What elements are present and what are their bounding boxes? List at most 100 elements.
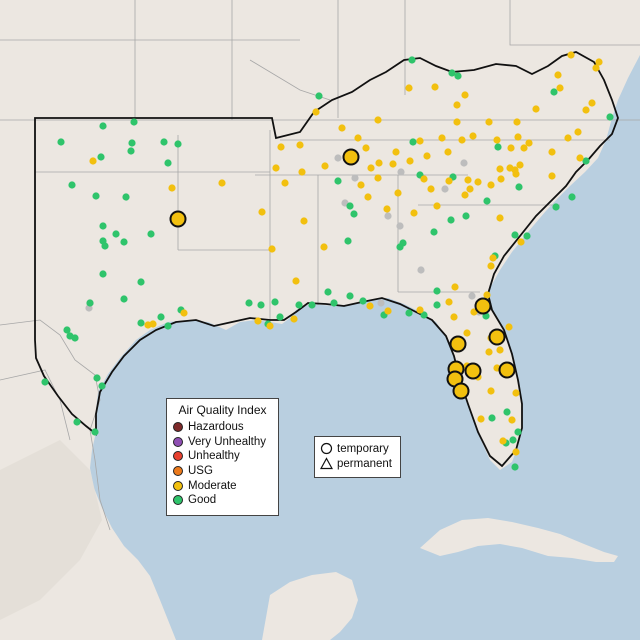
site-marker-good[interactable]: [606, 113, 614, 121]
site-marker-good[interactable]: [359, 297, 367, 305]
site-marker-good[interactable]: [63, 326, 71, 334]
site-marker-moderate[interactable]: [258, 208, 266, 216]
site-marker-good[interactable]: [174, 140, 182, 148]
site-marker-no-data[interactable]: [384, 212, 392, 220]
site-marker-moderate[interactable]: [461, 191, 469, 199]
site-marker-moderate[interactable]: [505, 323, 513, 331]
site-marker-moderate[interactable]: [496, 165, 504, 173]
site-marker-good[interactable]: [147, 230, 155, 238]
site-marker-moderate[interactable]: [320, 243, 328, 251]
site-marker-good[interactable]: [41, 378, 49, 386]
site-marker-moderate[interactable]: [433, 202, 441, 210]
site-marker-moderate[interactable]: [389, 160, 397, 168]
site-marker-moderate[interactable]: [499, 437, 507, 445]
site-marker-moderate[interactable]: [464, 176, 472, 184]
site-marker-good[interactable]: [137, 319, 145, 327]
site-marker-good[interactable]: [73, 418, 81, 426]
site-marker-no-data[interactable]: [351, 174, 359, 182]
site-marker-good[interactable]: [130, 118, 138, 126]
site-marker-no-data[interactable]: [441, 185, 449, 193]
site-marker-moderate[interactable]: [458, 136, 466, 144]
site-marker-good[interactable]: [120, 238, 128, 246]
site-marker-good[interactable]: [324, 288, 332, 296]
site-marker-moderate[interactable]: [512, 170, 520, 178]
site-marker-moderate[interactable]: [427, 185, 435, 193]
site-marker-moderate-large[interactable]: [169, 210, 187, 228]
site-marker-good[interactable]: [91, 428, 99, 436]
site-marker-no-data[interactable]: [334, 154, 342, 162]
site-marker-moderate[interactable]: [405, 84, 413, 92]
site-marker-moderate[interactable]: [300, 217, 308, 225]
site-marker-good[interactable]: [160, 138, 168, 146]
site-marker-moderate[interactable]: [438, 134, 446, 142]
site-marker-good[interactable]: [409, 138, 417, 146]
site-marker-good[interactable]: [137, 278, 145, 286]
site-marker-moderate[interactable]: [364, 193, 372, 201]
site-marker-moderate[interactable]: [453, 118, 461, 126]
site-marker-good[interactable]: [582, 157, 590, 165]
site-marker-good[interactable]: [330, 299, 338, 307]
site-marker-moderate[interactable]: [312, 108, 320, 116]
site-marker-moderate[interactable]: [420, 175, 428, 183]
site-marker-good[interactable]: [92, 192, 100, 200]
site-marker-moderate[interactable]: [416, 306, 424, 314]
site-marker-moderate-large[interactable]: [449, 335, 467, 353]
site-marker-good[interactable]: [396, 243, 404, 251]
site-marker-moderate[interactable]: [383, 205, 391, 213]
site-marker-moderate[interactable]: [477, 415, 485, 423]
site-marker-moderate[interactable]: [564, 134, 572, 142]
site-marker-moderate[interactable]: [281, 179, 289, 187]
site-marker-moderate[interactable]: [485, 118, 493, 126]
site-marker-good[interactable]: [68, 181, 76, 189]
site-marker-good[interactable]: [344, 237, 352, 245]
site-marker-good[interactable]: [99, 222, 107, 230]
site-marker-good[interactable]: [420, 311, 428, 319]
site-marker-moderate-large[interactable]: [452, 382, 470, 400]
site-marker-moderate[interactable]: [507, 144, 515, 152]
site-marker-no-data[interactable]: [417, 266, 425, 274]
site-marker-good[interactable]: [433, 301, 441, 309]
site-marker-moderate[interactable]: [548, 172, 556, 180]
site-marker-moderate[interactable]: [296, 141, 304, 149]
site-marker-moderate-large[interactable]: [474, 297, 492, 315]
site-marker-good[interactable]: [511, 463, 519, 471]
site-marker-moderate[interactable]: [592, 64, 600, 72]
site-marker-moderate[interactable]: [466, 185, 474, 193]
site-marker-moderate[interactable]: [362, 144, 370, 152]
site-marker-good[interactable]: [514, 428, 522, 436]
site-marker-moderate[interactable]: [374, 174, 382, 182]
site-marker-moderate[interactable]: [517, 238, 525, 246]
site-marker-no-data[interactable]: [460, 159, 468, 167]
site-marker-moderate[interactable]: [487, 181, 495, 189]
site-marker-moderate[interactable]: [266, 322, 274, 330]
site-marker-moderate[interactable]: [367, 164, 375, 172]
site-marker-moderate[interactable]: [485, 348, 493, 356]
site-marker-moderate[interactable]: [321, 162, 329, 170]
site-marker-moderate-large[interactable]: [488, 328, 506, 346]
site-marker-moderate[interactable]: [496, 214, 504, 222]
site-marker-no-data[interactable]: [468, 292, 476, 300]
site-marker-moderate[interactable]: [469, 132, 477, 140]
site-marker-good[interactable]: [430, 228, 438, 236]
site-marker-moderate[interactable]: [532, 105, 540, 113]
site-marker-moderate[interactable]: [254, 317, 262, 325]
site-marker-moderate[interactable]: [354, 134, 362, 142]
site-marker-good[interactable]: [164, 159, 172, 167]
site-marker-moderate[interactable]: [582, 106, 590, 114]
site-marker-moderate[interactable]: [338, 124, 346, 132]
site-marker-moderate[interactable]: [493, 136, 501, 144]
site-marker-good[interactable]: [350, 210, 358, 218]
site-marker-moderate[interactable]: [384, 307, 392, 315]
site-marker-moderate[interactable]: [268, 245, 276, 253]
site-marker-moderate[interactable]: [431, 83, 439, 91]
site-marker-good[interactable]: [405, 309, 413, 317]
site-marker-good[interactable]: [433, 287, 441, 295]
site-marker-moderate[interactable]: [525, 139, 533, 147]
site-marker-moderate[interactable]: [444, 148, 452, 156]
site-marker-moderate[interactable]: [406, 157, 414, 165]
site-marker-good[interactable]: [483, 197, 491, 205]
site-marker-moderate[interactable]: [512, 389, 520, 397]
site-marker-good[interactable]: [93, 374, 101, 382]
site-marker-good[interactable]: [552, 203, 560, 211]
site-marker-good[interactable]: [308, 301, 316, 309]
